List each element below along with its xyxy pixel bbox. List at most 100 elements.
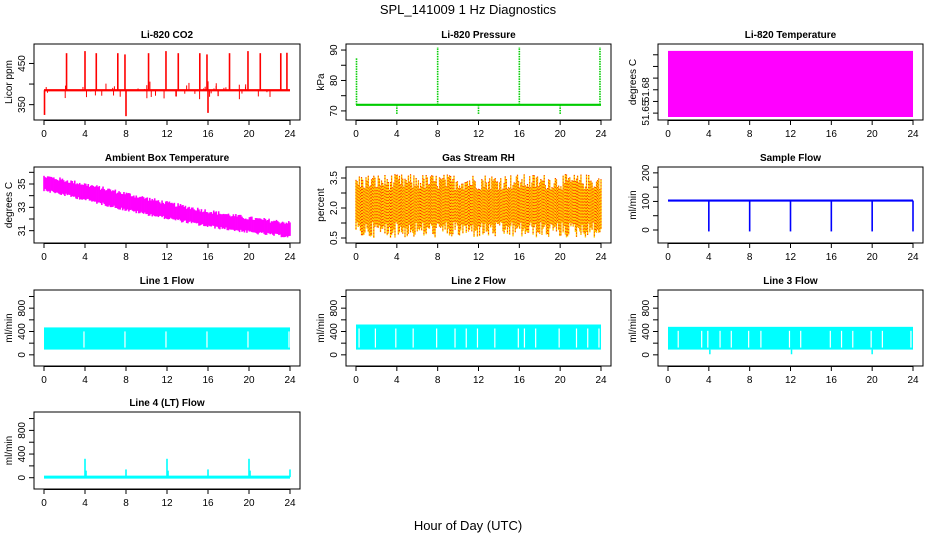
y-tick-label: 800 [329,299,340,316]
y-tick-label: 70 [329,105,340,117]
y-axis-label: ml/min [628,190,639,219]
x-tick-label: 24 [284,252,296,263]
y-tick-label: 200 [641,164,652,181]
x-tick-label: 20 [243,375,255,386]
x-tick-label: 0 [665,129,671,140]
x-tick-label: 4 [394,375,400,386]
y-axis: 0 400 800 [17,296,34,358]
panel-title: Gas Stream RH [442,153,515,164]
panel-title: Ambient Box Temperature [105,153,230,164]
data-series [668,50,913,118]
y-axis-label: ml/min [4,436,15,465]
y-axis-label: percent [316,188,327,222]
x-tick-label: 20 [867,129,879,140]
y-axis: 0 400 800 [329,296,346,358]
x-tick-label: 0 [41,375,47,386]
shared-x-axis-label: Hour of Day (UTC) [413,518,523,533]
x-axis: 0 4 8 12 16 20 24 [353,366,607,386]
x-tick-label: 4 [706,252,712,263]
x-tick-label: 16 [514,129,526,140]
x-tick-label: 20 [867,375,879,386]
x-tick-label: 16 [202,129,214,140]
x-tick-label: 24 [595,129,607,140]
x-tick-label: 0 [41,129,47,140]
x-tick-label: 8 [123,375,129,386]
x-tick-label: 12 [785,129,797,140]
x-tick-label: 24 [907,252,919,263]
data-series [668,199,914,232]
x-tick-label: 16 [826,375,838,386]
y-axis-label: ml/min [4,313,15,342]
y-tick-label: 35 [17,178,28,190]
data-band [668,326,913,350]
y-tick-label: 0 [17,474,28,480]
x-tick-label: 12 [785,252,797,263]
x-axis: 0 4 8 12 16 20 24 [665,366,919,386]
x-tick-label: 4 [394,129,400,140]
x-tick-label: 24 [284,129,296,140]
x-tick-label: 8 [123,498,129,509]
y-tick-label: 800 [17,422,28,439]
panel-title: Li-820 Pressure [441,30,516,41]
x-tick-label: 24 [595,252,607,263]
y-axis: 0 100 200 [641,164,658,233]
x-tick-label: 24 [907,129,919,140]
y-tick-label: 0 [641,227,652,233]
panel-title: Li-820 Temperature [745,30,837,41]
x-tick-label: 8 [435,129,441,140]
x-tick-label: 0 [41,252,47,263]
data-series [44,458,291,479]
y-tick-label: 0 [17,352,28,358]
y-axis: 0 400 800 [641,296,658,358]
x-tick-label: 24 [595,375,607,386]
panel-title: Sample Flow [760,153,821,164]
x-tick-label: 12 [473,252,485,263]
x-tick-label: 20 [243,252,255,263]
data-series [668,326,913,355]
x-tick-label: 20 [555,375,567,386]
panel-title: Line 4 (LT) Flow [129,398,205,409]
y-tick-label: 400 [17,445,28,462]
data-band [356,324,601,350]
x-tick-label: 12 [161,129,173,140]
x-tick-label: 16 [202,498,214,509]
x-tick-label: 12 [473,129,485,140]
x-tick-label: 4 [394,252,400,263]
y-tick-label: 51.68 [641,77,652,102]
y-axis: 70 80 90 [329,44,346,116]
x-tick-label: 4 [706,129,712,140]
figure-title: SPL_141009 1 Hz Diagnostics [379,2,557,17]
x-tick-label: 20 [867,252,879,263]
x-tick-label: 12 [161,498,173,509]
panel-title: Line 3 Flow [763,276,818,287]
data-series [356,324,601,350]
x-tick-label: 0 [353,129,359,140]
x-tick-label: 8 [435,375,441,386]
x-tick-label: 24 [284,498,296,509]
x-tick-label: 20 [243,129,255,140]
x-tick-label: 0 [353,252,359,263]
y-tick-label: 90 [329,44,340,56]
x-tick-label: 12 [161,375,173,386]
x-tick-label: 16 [514,252,526,263]
x-tick-label: 20 [555,129,567,140]
y-tick-label: 0 [641,352,652,358]
x-tick-label: 4 [82,498,88,509]
x-axis: 0 4 8 12 16 20 24 [665,243,919,263]
x-tick-label: 4 [706,375,712,386]
data-series [43,51,290,117]
y-tick-label: 0 [329,352,340,358]
panel-title: Line 1 Flow [140,276,195,287]
data-series [43,175,291,238]
panel-li-820-pressure: Li-820 Pressure 0 4 8 12 16 20 24 70 80 90 kPa [316,30,612,140]
x-tick-label: 16 [826,252,838,263]
x-tick-label: 16 [514,375,526,386]
panel-title: Line 2 Flow [451,276,506,287]
x-tick-label: 12 [473,375,485,386]
x-tick-label: 8 [435,252,441,263]
panel-title: Li-820 CO2 [141,30,194,41]
data-series [355,47,601,114]
